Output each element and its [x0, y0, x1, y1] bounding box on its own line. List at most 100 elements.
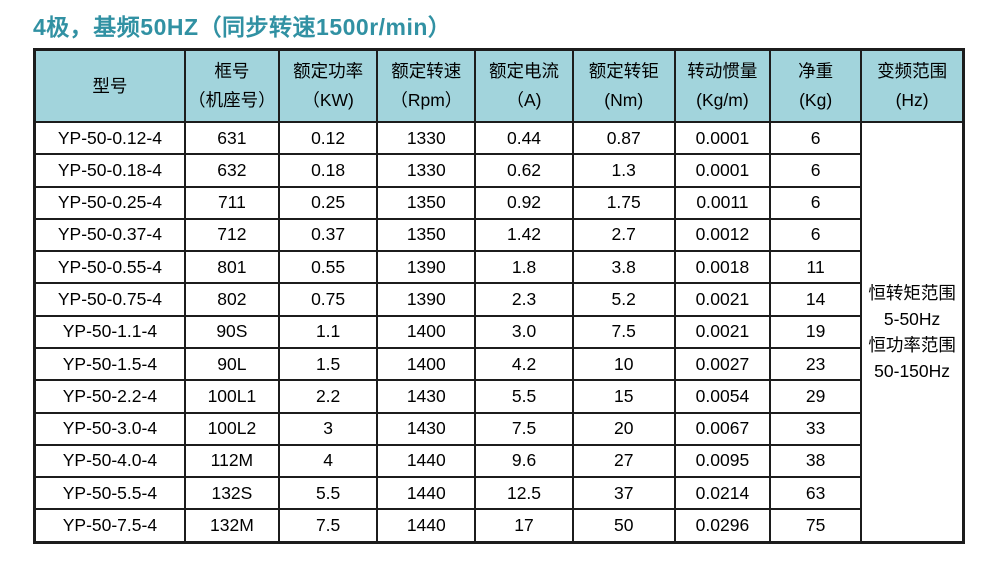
- cell-inertia: 0.0011: [673, 185, 772, 220]
- cell-inertia: 0.0095: [673, 443, 772, 479]
- table-row: YP-50-2.2-4 100L1 2.2 1430 5.5 15 0.0054…: [33, 379, 964, 414]
- col-header-rated-speed: 额定转速 （Rpm）: [376, 48, 477, 123]
- cell-frame: 132M: [183, 508, 281, 544]
- cell-weight: 38: [769, 443, 863, 479]
- cell-power: 0.18: [277, 153, 379, 188]
- page-title: 4极，基频50HZ（同步转速1500r/min）: [33, 14, 452, 40]
- cell-weight: 19: [769, 314, 863, 349]
- cell-inertia: 0.0021: [673, 282, 772, 317]
- cell-current: 7.5: [474, 411, 574, 446]
- cell-current: 4.2: [474, 346, 574, 382]
- table-row: YP-50-1.1-4 90S 1.1 1400 3.0 7.5 0.0021 …: [33, 314, 964, 349]
- cell-torque: 15: [571, 379, 676, 414]
- cell-speed: 1330: [376, 153, 477, 188]
- cell-power: 3: [277, 411, 379, 446]
- cell-current: 3.0: [474, 314, 574, 349]
- cell-weight: 6: [769, 185, 863, 220]
- cell-inertia: 0.0012: [673, 217, 772, 253]
- cell-torque: 3.8: [571, 250, 676, 285]
- cell-power: 1.1: [277, 314, 379, 349]
- cell-torque: 20: [571, 411, 676, 446]
- cell-inertia: 0.0018: [673, 250, 772, 285]
- cell-model: YP-50-5.5-4: [33, 476, 186, 511]
- cell-power: 0.55: [277, 250, 379, 285]
- cell-speed: 1440: [376, 508, 477, 544]
- cell-inertia: 0.0001: [673, 153, 772, 188]
- cell-power: 7.5: [277, 508, 379, 544]
- col-header-frame: 框号 （机座号）: [183, 48, 281, 123]
- table-row: YP-50-0.75-4 802 0.75 1390 2.3 5.2 0.002…: [33, 282, 964, 317]
- cell-model: YP-50-0.12-4: [33, 120, 186, 156]
- cell-frame: 631: [183, 120, 281, 156]
- cell-torque: 37: [571, 476, 676, 511]
- cell-power: 0.75: [277, 282, 379, 317]
- cell-weight: 75: [769, 508, 863, 544]
- cell-current: 17: [474, 508, 574, 544]
- cell-torque: 10: [571, 346, 676, 382]
- col-header-rated-current: 额定电流 （A): [474, 48, 574, 123]
- cell-current: 12.5: [474, 476, 574, 511]
- cell-model: YP-50-2.2-4: [33, 379, 186, 414]
- cell-current: 0.92: [474, 185, 574, 220]
- freq-range-line: 恒转矩范围: [868, 283, 956, 303]
- cell-torque: 5.2: [571, 282, 676, 317]
- cell-power: 4: [277, 443, 379, 479]
- cell-inertia: 0.0001: [673, 120, 772, 156]
- cell-weight: 29: [769, 379, 863, 414]
- table-row: YP-50-5.5-4 132S 5.5 1440 12.5 37 0.0214…: [33, 476, 964, 511]
- cell-speed: 1400: [376, 346, 477, 382]
- cell-torque: 1.75: [571, 185, 676, 220]
- cell-frame: 112M: [183, 443, 281, 479]
- col-header-rated-power: 额定功率 （KW): [277, 48, 379, 123]
- cell-frame: 802: [183, 282, 281, 317]
- table-row: YP-50-0.12-4 631 0.12 1330 0.44 0.87 0.0…: [33, 120, 965, 544]
- cell-frame: 100L2: [183, 411, 281, 446]
- cell-torque: 1.3: [571, 153, 676, 188]
- cell-weight: 14: [769, 282, 863, 317]
- cell-current: 0.44: [474, 120, 574, 156]
- cell-frame: 712: [183, 217, 281, 253]
- col-header-rated-torque: 额定转钜 (Nm): [571, 48, 676, 123]
- page: 4极，基频50HZ（同步转速1500r/min） 型号 框号 （机座号） 额定功率…: [33, 14, 965, 544]
- cell-weight: 6: [769, 153, 863, 188]
- cell-inertia: 0.0214: [673, 476, 772, 511]
- cell-frame: 132S: [183, 476, 281, 511]
- cell-inertia: 0.0296: [673, 508, 772, 544]
- cell-speed: 1430: [376, 379, 477, 414]
- cell-frame: 632: [183, 153, 281, 188]
- cell-power: 1.5: [277, 346, 379, 382]
- cell-speed: 1440: [376, 443, 477, 479]
- freq-range-line: 恒功率范围: [868, 335, 956, 355]
- cell-current: 5.5: [474, 379, 574, 414]
- cell-power: 0.12: [277, 120, 379, 156]
- cell-inertia: 0.0027: [673, 346, 772, 382]
- cell-model: YP-50-1.1-4: [33, 314, 186, 349]
- table-row: YP-50-0.18-4 632 0.18 1330 0.62 1.3 0.00…: [33, 153, 964, 188]
- cell-inertia: 0.0021: [673, 314, 772, 349]
- cell-speed: 1400: [376, 314, 477, 349]
- cell-speed: 1390: [376, 282, 477, 317]
- col-header-inertia: 转动惯量 (Kg/m): [673, 48, 772, 123]
- cell-power: 0.25: [277, 185, 379, 220]
- col-header-net-weight: 净重 (Kg): [769, 48, 863, 123]
- cell-speed: 1440: [376, 476, 477, 511]
- col-header-freq-range: 变频范围 (Hz): [860, 48, 965, 123]
- cell-frame: 90L: [183, 346, 281, 382]
- table-row: YP-50-7.5-4 132M 7.5 1440 17 50 0.0296 7…: [33, 508, 964, 544]
- table-row: YP-50-1.5-4 90L 1.5 1400 4.2 10 0.0027 2…: [33, 346, 964, 382]
- cell-speed: 1430: [376, 411, 477, 446]
- cell-weight: 6: [769, 217, 863, 253]
- freq-range-line: 5-50Hz: [883, 309, 941, 329]
- cell-torque: 50: [571, 508, 676, 544]
- cell-inertia: 0.0067: [673, 411, 772, 446]
- cell-weight: 11: [769, 250, 863, 285]
- table-row: YP-50-0.37-4 712 0.37 1350 1.42 2.7 0.00…: [33, 217, 964, 253]
- cell-torque: 2.7: [571, 217, 676, 253]
- cell-torque: 0.87: [571, 120, 676, 156]
- cell-frame: 801: [183, 250, 281, 285]
- cell-torque: 7.5: [571, 314, 676, 349]
- cell-inertia: 0.0054: [673, 379, 772, 414]
- cell-weight: 63: [769, 476, 863, 511]
- cell-model: YP-50-0.75-4: [33, 282, 186, 317]
- cell-model: YP-50-1.5-4: [33, 346, 186, 382]
